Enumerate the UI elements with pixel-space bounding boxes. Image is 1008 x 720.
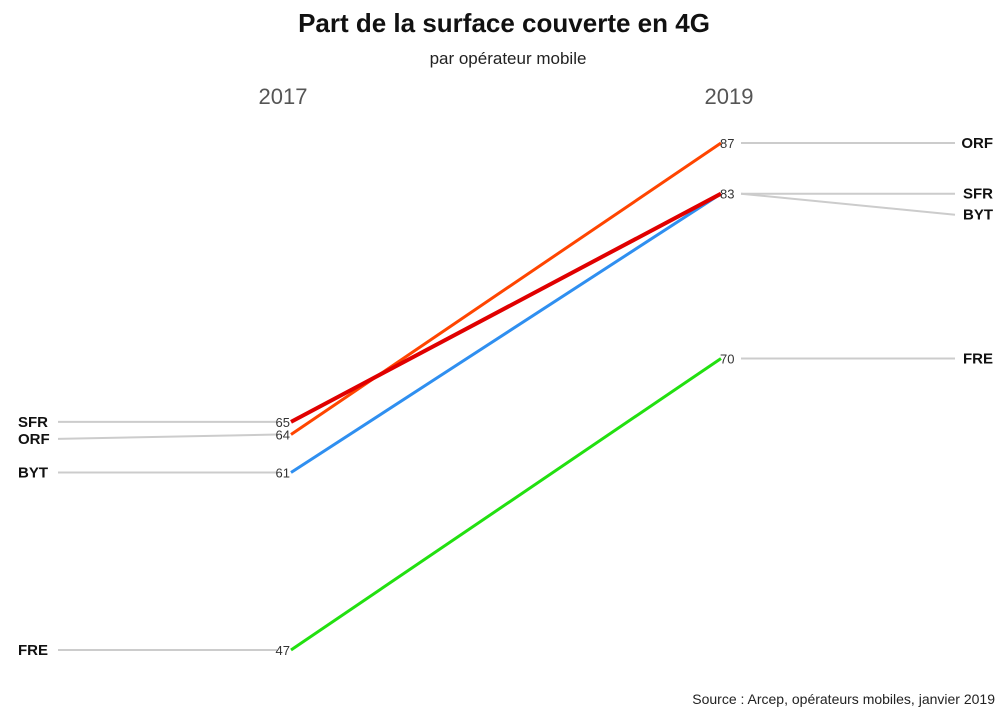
operator-label-left-byt: BYT (18, 465, 48, 482)
connector-right-byt (740, 192, 956, 216)
label-connectors (57, 142, 956, 651)
value-label-2017-sfr: 65 (276, 415, 290, 430)
operator-label-right-byt: BYT (963, 207, 993, 224)
operator-label-right-fre: FRE (963, 350, 993, 367)
series-line-byt (290, 192, 722, 474)
operator-label-right-sfr: SFR (963, 186, 993, 203)
value-label-2017-fre: 47 (276, 643, 290, 658)
series-line-orf (290, 141, 722, 436)
operator-label-left-fre: FRE (18, 642, 48, 659)
year-label-2019: 2019 (705, 84, 754, 109)
value-label-2019-fre: 70 (720, 351, 734, 366)
value-label-2019-orf: 87 (720, 136, 734, 151)
series-line-fre (290, 357, 722, 652)
chart-subtitle: par opérateur mobile (430, 49, 587, 68)
value-label-2017-orf: 64 (276, 428, 290, 443)
operator-label-left-orf: ORF (18, 431, 50, 448)
operator-label-left-sfr: SFR (18, 414, 48, 431)
series-line-sfr (290, 191, 722, 424)
value-label-2019-sfr: 83 (720, 187, 734, 202)
operator-label-right-orf: ORF (961, 135, 993, 152)
connector-left-orf (57, 433, 278, 440)
source-note: Source : Arcep, opérateurs mobiles, janv… (692, 691, 995, 707)
slope-lines (290, 141, 722, 652)
value-label-2017-byt: 61 (276, 466, 290, 481)
chart-title: Part de la surface couverte en 4G (298, 8, 710, 38)
year-label-2017: 2017 (259, 84, 308, 109)
